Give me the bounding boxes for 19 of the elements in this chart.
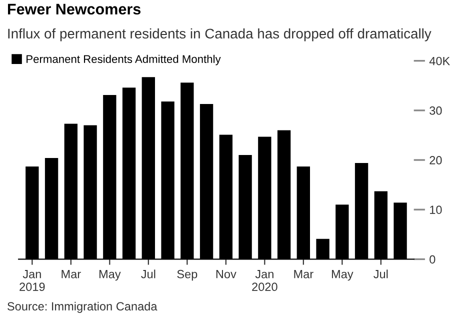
x-tick-label: May [332,270,354,281]
x-tick-label: Jul [141,270,156,278]
x-tick-label: May [99,270,121,281]
x-tick-label: Jan 2020 [252,270,278,292]
y-tick-label: 0 [430,255,436,264]
x-tick-label: Sep [177,270,198,281]
y-tick-label: 30 [430,106,442,115]
y-tick-label: 20 [430,156,442,164]
chart-title: Fewer Newcomers [8,4,141,15]
x-tick-label: Mar [62,270,81,278]
chart-subtitle: Influx of permanent residents in Canada has dropped off dramatically [8,28,432,42]
y-tick-label: 10 [430,206,442,214]
x-tick-label: Jan 2019 [20,270,45,292]
x-tick-label: Mar [294,270,314,278]
legend-label: Permanent Residents Admitted Monthly [26,54,221,66]
y-tick-label: 40K [429,56,450,66]
source-note: Source: Immigration Canada [8,302,158,313]
x-tick-label: Nov [216,270,236,278]
x-tick-label: Jul [374,270,388,278]
